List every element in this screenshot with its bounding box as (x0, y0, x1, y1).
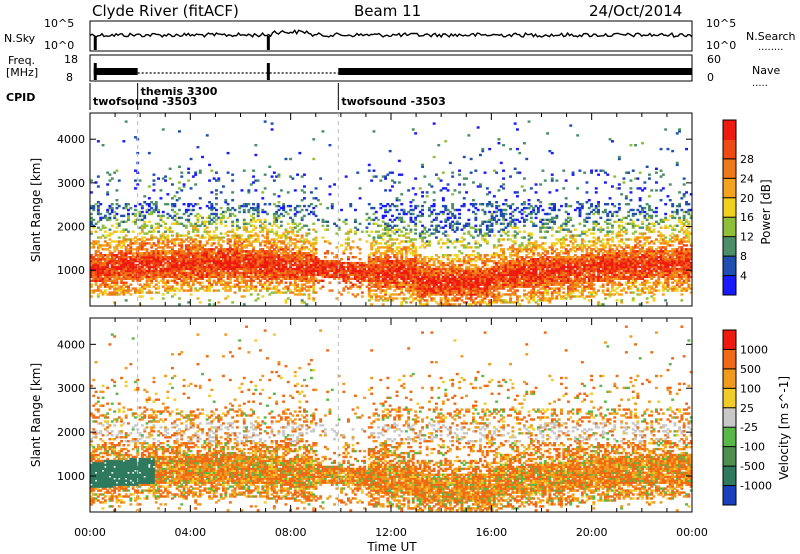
date-title: 24/Oct/2014 (589, 2, 682, 20)
freq-unit-label: [MHz] (6, 66, 38, 79)
velocity-colorbar-label: Velocity [m s^-1] (777, 376, 791, 480)
x-tick-label: 20:00 (576, 526, 608, 539)
y-tick-label: 1000 (57, 470, 85, 483)
power-colorbar-swatch (723, 236, 736, 257)
velocity-colorbar-tick-label: -500 (740, 460, 765, 473)
velocity-colorbar-swatch (723, 388, 736, 409)
velocity-colorbar-swatch (723, 466, 736, 487)
freq-band-0 (93, 68, 138, 75)
velocity-colorbar-tick-label: -100 (740, 441, 765, 454)
x-tick-label: 00:00 (74, 526, 106, 539)
x-tick-label: 08:00 (275, 526, 307, 539)
velocity-colorbar-swatch (723, 407, 736, 428)
nsky-tick-top: 10^5 (44, 17, 74, 30)
velocity-colorbar-tick-label: 100 (740, 382, 761, 395)
velocity-axes: 1000 2000 3000 4000 (57, 318, 693, 512)
velocity-colorbar-swatch (723, 330, 736, 350)
x-tick-label: 00:00 (676, 526, 708, 539)
y-tick-label: 3000 (57, 177, 85, 190)
velocity-colorbar-swatch (723, 427, 736, 448)
freq-label: Freq. (8, 54, 35, 67)
power-colorbar-tick-label: 28 (740, 153, 754, 166)
nave-label: Nave (752, 64, 780, 77)
velocity-colorbar: -1000 -500 -100 -25 25 100 500 1000 (722, 329, 772, 506)
power-colorbar-tick-label: 8 (740, 250, 747, 263)
power-colorbar-tick-label: 12 (740, 231, 754, 244)
nsearch-tick-bottom: 10^0 (706, 39, 736, 52)
x-axis-label: Time UT (366, 540, 417, 554)
beam-title: Beam 11 (354, 2, 421, 20)
y-tick-label: 1000 (57, 264, 85, 277)
power-colorbar-label: Power [dB] (759, 179, 773, 244)
freq-band-1 (338, 68, 692, 75)
cpid-segment-label: themis 3300 (141, 85, 218, 98)
velocity-colorbar-swatch (723, 446, 736, 467)
velocity-colorbar-tick-label: 25 (740, 402, 754, 415)
velocity-colorbar-tick-label: -1000 (740, 480, 772, 493)
nsearch-tick-top: 10^5 (706, 17, 736, 30)
freq-tick-top: 18 (64, 53, 78, 66)
cpid-segment-label: twofsound -3503 (93, 95, 197, 108)
power-colorbar-swatch (723, 217, 736, 238)
power-axes: 1000 2000 3000 4000 (57, 113, 693, 306)
nsky-trace (89, 29, 693, 50)
velocity-cells (90, 325, 693, 512)
nsearch-label: N.Search (746, 30, 796, 43)
velocity-colorbar-tick-label: -25 (740, 421, 758, 434)
power-colorbar: 4 8 12 16 20 24 28 (722, 119, 754, 296)
y-tick-label: 2000 (57, 426, 85, 439)
velocity-colorbar-tick-label: 1000 (740, 343, 768, 356)
power-colorbar-swatch (723, 178, 736, 199)
x-tick-label: 12:00 (375, 526, 407, 539)
power-colorbar-swatch (723, 120, 736, 140)
y-tick-label: 3000 (57, 382, 85, 395)
time-axis: 00:00 04:00 08:00 12:00 16:00 20:00 00:00 (74, 526, 708, 539)
y-tick-label: 2000 (57, 221, 85, 234)
cpid-segment-label: twofsound -3503 (341, 95, 445, 108)
nave-dots: ..... (752, 78, 768, 89)
power-colorbar-tick-label: 24 (740, 172, 754, 185)
station-title: Clyde River (fitACF) (92, 2, 239, 20)
nsky-drop-1 (266, 36, 270, 50)
power-colorbar-tick-label: 4 (740, 270, 747, 283)
freq-trace (93, 63, 692, 80)
velocity-colorbar-swatch (723, 368, 736, 389)
nsky-label: N.Sky (4, 32, 36, 45)
x-tick-label: 04:00 (174, 526, 206, 539)
nave-tick-bottom: 0 (707, 71, 714, 84)
power-cells (90, 120, 693, 306)
velocity-panel: 1000 2000 3000 4000 Slant Range [km] (29, 317, 693, 513)
y-tick-label: 4000 (57, 133, 85, 146)
power-colorbar-tick-label: 16 (740, 211, 754, 224)
nave-tick-top: 60 (707, 53, 721, 66)
nsky-drop-0 (93, 36, 97, 50)
y-tick-label: 4000 (57, 338, 85, 351)
power-colorbar-swatch (723, 256, 736, 277)
power-colorbar-swatch (723, 197, 736, 218)
power-colorbar-swatch (723, 275, 736, 296)
velocity-colorbar-tick-label: 500 (740, 363, 761, 376)
freq-tick-bottom: 8 (66, 71, 73, 84)
power-colorbar-tick-label: 20 (740, 192, 754, 205)
cpid-label: CPID (6, 91, 35, 104)
nsearch-dots: ........ (758, 42, 783, 53)
nsky-tick-bottom: 10^0 (44, 39, 74, 52)
power-panel: 1000 2000 3000 4000 Slant Range [km] (29, 112, 693, 307)
velocity-y-axis-label: Slant Range [km] (29, 363, 43, 467)
power-y-axis-label: Slant Range [km] (29, 158, 43, 262)
power-colorbar-swatch (723, 139, 736, 160)
velocity-colorbar-swatch (723, 485, 736, 506)
power-colorbar-swatch (723, 158, 736, 179)
x-tick-label: 16:00 (475, 526, 507, 539)
velocity-colorbar-swatch (723, 349, 736, 370)
